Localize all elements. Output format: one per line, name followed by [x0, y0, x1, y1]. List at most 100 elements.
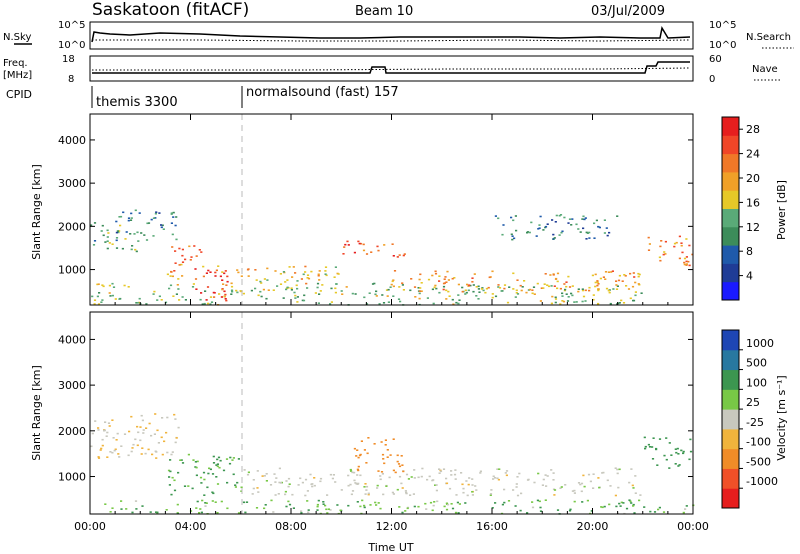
scatter-cell: [299, 477, 302, 480]
scatter-cell: [503, 287, 506, 290]
scatter-cell: [202, 275, 205, 278]
scatter-cell: [345, 286, 348, 288]
scatter-cell: [516, 279, 519, 281]
scatter-cell: [611, 270, 614, 272]
scatter-cell: [472, 284, 475, 286]
scatter-cell: [398, 475, 402, 478]
power-colorbar-tick: 4: [746, 270, 753, 283]
scatter-cell: [169, 459, 172, 461]
scatter-cell: [445, 508, 449, 511]
scatter-cell: [285, 480, 288, 482]
scatter-cell: [568, 509, 572, 512]
scatter-cell: [317, 499, 320, 502]
scatter-cell: [187, 485, 190, 487]
scatter-cell: [207, 472, 210, 475]
scatter-cell: [471, 491, 474, 493]
scatter-cell: [317, 274, 320, 277]
scatter-cell: [603, 505, 606, 508]
scatter-cell: [390, 283, 393, 286]
scatter-cell: [447, 290, 450, 293]
scatter-cell: [560, 486, 563, 488]
scatter-cell: [353, 471, 356, 474]
scatter-cell: [439, 470, 443, 473]
scatter-cell: [302, 273, 305, 276]
scatter-cell: [379, 475, 382, 477]
scatter-cell: [316, 282, 320, 285]
scatter-cell: [614, 467, 617, 469]
scatter-cell: [445, 502, 448, 505]
scatter-cell: [584, 217, 587, 219]
scatter-cell: [195, 474, 198, 477]
scatter-cell: [101, 299, 104, 301]
scatter-cell: [204, 290, 207, 292]
scatter-cell: [617, 486, 620, 489]
scatter-cell: [413, 469, 416, 471]
scatter-cell: [594, 281, 597, 284]
scatter-cell: [568, 218, 572, 220]
scatter-cell: [274, 270, 277, 272]
scatter-cell: [209, 271, 212, 273]
scatter-cell: [555, 214, 558, 217]
scatter-cell: [121, 247, 124, 250]
scatter-cell: [236, 269, 239, 271]
scatter-cell: [542, 229, 545, 231]
scatter-cell: [490, 489, 493, 491]
scatter-cell: [373, 443, 376, 445]
scatter-cell: [364, 493, 367, 495]
scatter-cell: [174, 250, 177, 252]
scatter-cell: [214, 501, 217, 503]
scatter-cell: [457, 302, 460, 305]
scatter-cell: [173, 479, 176, 482]
scatter-cell: [326, 512, 329, 514]
scatter-cell: [203, 478, 206, 481]
scatter-cell: [663, 454, 666, 457]
scatter-cell: [375, 290, 378, 293]
scatter-cell: [592, 298, 595, 301]
scatter-cell: [202, 471, 206, 474]
scatter-cell: [625, 285, 628, 287]
scatter-cell: [585, 231, 588, 234]
scatter-cell: [501, 233, 504, 236]
scatter-cell: [691, 253, 694, 256]
scatter-cell: [347, 504, 350, 507]
scatter-cell: [284, 281, 287, 283]
scatter-cell: [252, 487, 255, 490]
scatter-cell: [137, 431, 140, 434]
scatter-cell: [683, 257, 687, 260]
scatter-cell: [376, 484, 379, 487]
scatter-cell: [544, 225, 548, 228]
scatter-cell: [616, 285, 619, 287]
scatter-cell: [285, 287, 289, 290]
scatter-cell: [659, 245, 662, 248]
scatter-cell: [682, 450, 685, 453]
scatter-cell: [307, 509, 310, 511]
scatter-cell: [140, 232, 143, 234]
scatter-cell: [116, 230, 119, 232]
scatter-cell: [331, 477, 334, 480]
scatter-cell: [559, 287, 562, 290]
scatter-cell: [316, 286, 319, 289]
scatter-cell: [303, 294, 306, 297]
scatter-cell: [208, 467, 211, 470]
scatter-cell: [198, 249, 201, 251]
scatter-cell: [350, 493, 353, 496]
scatter-cell: [597, 289, 600, 292]
scatter-cell: [554, 301, 557, 304]
scatter-cell: [151, 453, 154, 456]
scatter-cell: [363, 449, 366, 451]
scatter-cell: [340, 489, 343, 491]
scatter-cell: [685, 505, 688, 507]
scatter-cell: [192, 283, 195, 285]
scatter-cell: [556, 280, 559, 283]
scatter-cell: [154, 212, 157, 215]
scatter-cell: [115, 247, 119, 249]
scatter-cell: [595, 219, 598, 222]
scatter-cell: [461, 290, 464, 293]
scatter-cell: [223, 290, 226, 293]
scatter-cell: [130, 248, 133, 251]
velocity-colorbar-swatch: [722, 330, 739, 351]
scatter-cell: [455, 494, 458, 496]
scatter-cell: [97, 429, 100, 431]
scatter-cell: [552, 274, 555, 276]
scatter-cell: [496, 477, 499, 480]
